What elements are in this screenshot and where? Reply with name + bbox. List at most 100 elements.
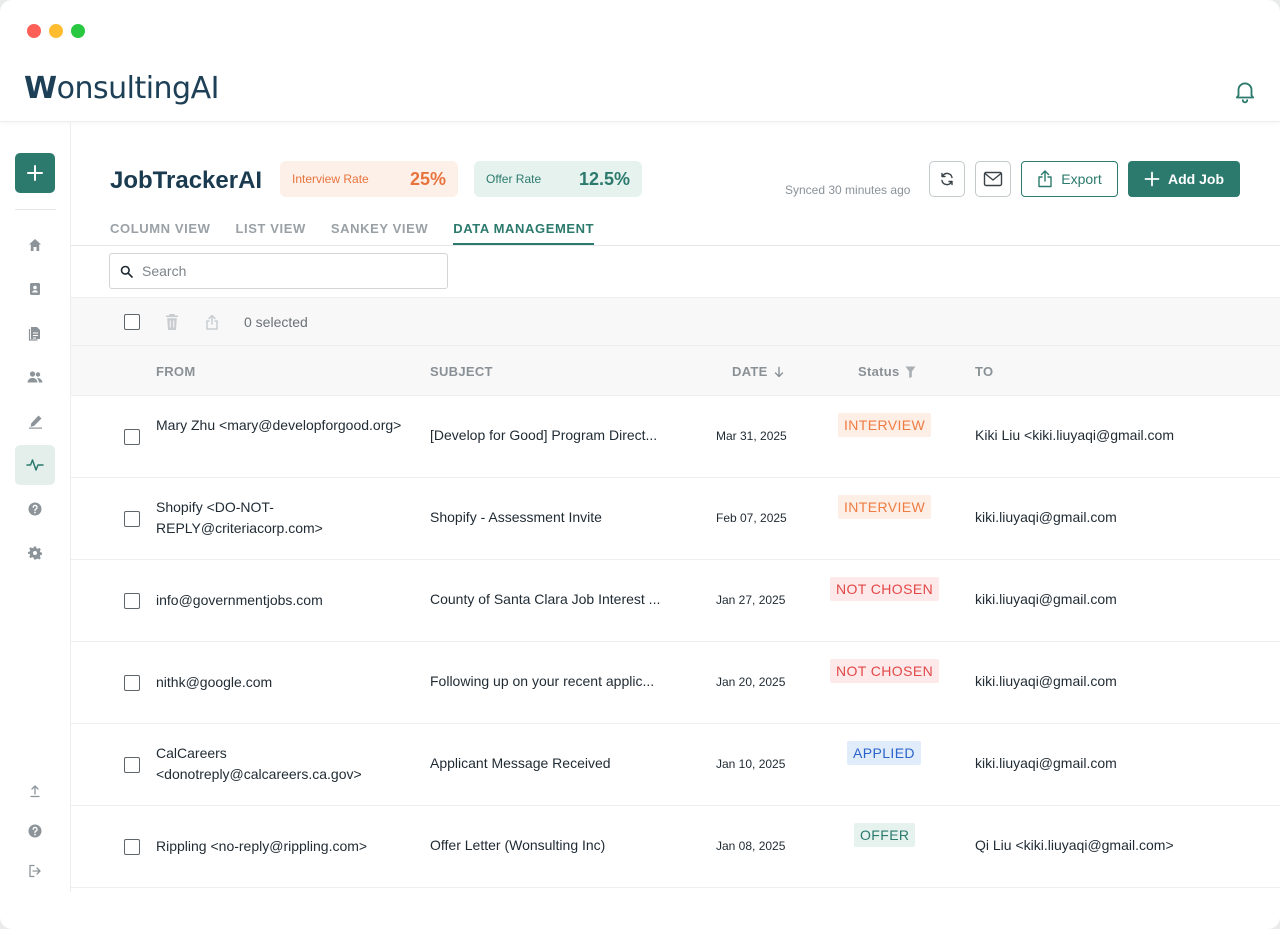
- search-box[interactable]: [109, 253, 448, 289]
- sidebar-item-upload[interactable]: [15, 771, 55, 811]
- bulk-actions-toolbar: 0 selected: [71, 297, 1280, 346]
- select-all-checkbox[interactable]: [124, 314, 140, 330]
- row-date: Feb 07, 2025: [716, 511, 787, 525]
- export-icon: [1038, 170, 1052, 188]
- offer-rate-value: 12.5%: [578, 168, 630, 189]
- sidebar-item-job-tracker[interactable]: [15, 445, 55, 485]
- minimize-window-button[interactable]: [49, 24, 63, 38]
- filter-icon[interactable]: [905, 366, 916, 378]
- sidebar-item-help[interactable]: [15, 489, 55, 529]
- activity-icon: [26, 459, 44, 471]
- row-subject: [Develop for Good] Program Direct...: [430, 427, 658, 443]
- row-subject: Offer Letter (Wonsulting Inc): [430, 837, 606, 853]
- pen-icon: [28, 415, 42, 429]
- plus-icon: [1144, 171, 1160, 187]
- sidebar: [0, 122, 71, 892]
- table-row[interactable]: nithk@google.com Following up on your re…: [71, 642, 1280, 724]
- sidebar-item-people[interactable]: [15, 357, 55, 397]
- help-icon: [28, 502, 42, 516]
- row-from: Rippling <no-reply@rippling.com>: [156, 838, 368, 854]
- status-badge: OFFER: [854, 823, 916, 847]
- logout-icon: [29, 864, 41, 878]
- row-to: kiki.liuyaqi@gmail.com: [975, 591, 1117, 607]
- maximize-window-button[interactable]: [71, 24, 85, 38]
- sidebar-item-support[interactable]: [15, 811, 55, 851]
- row-checkbox[interactable]: [124, 675, 140, 691]
- row-checkbox[interactable]: [124, 839, 140, 855]
- row-from: Shopify <DO-NOT-REPLY@criteriacorp.com>: [156, 499, 323, 536]
- delete-icon[interactable]: [164, 313, 180, 331]
- row-to: kiki.liuyaqi@gmail.com: [975, 755, 1117, 771]
- tabs-divider: [71, 245, 1280, 246]
- row-from: Mary Zhu <mary@developforgood.org>: [156, 417, 402, 433]
- sidebar-item-editor[interactable]: [15, 401, 55, 441]
- archive-export-icon[interactable]: [204, 313, 220, 331]
- email-button[interactable]: [975, 161, 1011, 197]
- tab-column-view[interactable]: COLUMN VIEW: [110, 221, 211, 236]
- new-item-button[interactable]: [15, 153, 55, 193]
- export-button[interactable]: Export: [1021, 161, 1118, 197]
- column-header-date[interactable]: DATE: [732, 364, 785, 379]
- status-badge: INTERVIEW: [838, 495, 932, 519]
- window-titlebar: [0, 0, 1280, 60]
- offer-rate-badge: Offer Rate 12.5%: [474, 161, 642, 197]
- help-icon: [28, 824, 42, 838]
- row-date: Mar 31, 2025: [716, 429, 787, 443]
- row-date: Jan 20, 2025: [716, 675, 786, 689]
- tab-data-management[interactable]: DATA MANAGEMENT: [453, 221, 595, 245]
- row-to: kiki.liuyaqi@gmail.com: [975, 673, 1117, 689]
- row-date: Jan 27, 2025: [716, 593, 786, 607]
- sidebar-item-settings[interactable]: [15, 533, 55, 573]
- interview-rate-badge: Interview Rate 25%: [280, 161, 458, 197]
- row-subject: County of Santa Clara Job Interest ...: [430, 591, 661, 607]
- main-content: JobTrackerAI Interview Rate 25% Offer Ra…: [71, 122, 1280, 892]
- table-header: FROM SUBJECT DATE Status TO: [71, 346, 1280, 396]
- table-row[interactable]: CalCareers <donotreply@calcareers.ca.gov…: [71, 724, 1280, 806]
- settings-icon: [28, 546, 42, 560]
- interview-rate-label: Interview Rate: [292, 172, 369, 186]
- row-from: info@governmentjobs.com: [156, 592, 323, 608]
- column-header-to[interactable]: TO: [975, 364, 994, 379]
- column-header-status[interactable]: Status: [858, 364, 916, 379]
- sidebar-item-logout[interactable]: [15, 851, 55, 891]
- sidebar-item-home[interactable]: [15, 225, 55, 265]
- add-job-button[interactable]: Add Job: [1128, 161, 1240, 197]
- bell-icon[interactable]: [1232, 78, 1258, 104]
- sidebar-item-contacts[interactable]: [15, 269, 55, 309]
- wonsulting-logo[interactable]: WonsultingAI: [24, 71, 219, 106]
- people-icon: [27, 371, 43, 383]
- table-row[interactable]: Shopify <DO-NOT-REPLY@criteriacorp.com> …: [71, 478, 1280, 560]
- row-checkbox[interactable]: [124, 593, 140, 609]
- close-window-button[interactable]: [27, 24, 41, 38]
- sidebar-item-documents[interactable]: [15, 313, 55, 353]
- tab-sankey-view[interactable]: SANKEY VIEW: [330, 221, 429, 236]
- row-date: Jan 10, 2025: [716, 757, 786, 771]
- row-checkbox[interactable]: [124, 511, 140, 527]
- search-input[interactable]: [142, 263, 422, 279]
- tab-list-view[interactable]: LIST VIEW: [235, 221, 306, 236]
- column-header-subject[interactable]: SUBJECT: [430, 364, 493, 379]
- table-row[interactable]: Rippling <no-reply@rippling.com> Offer L…: [71, 806, 1280, 888]
- column-header-from[interactable]: FROM: [156, 364, 196, 379]
- sync-button[interactable]: [929, 161, 965, 197]
- upload-icon: [30, 785, 40, 798]
- top-bar: WonsultingAI: [0, 60, 1280, 122]
- selected-count: 0 selected: [244, 314, 308, 330]
- table-row[interactable]: info@governmentjobs.com County of Santa …: [71, 560, 1280, 642]
- row-to: kiki.liuyaqi@gmail.com: [975, 509, 1117, 525]
- row-checkbox[interactable]: [124, 757, 140, 773]
- table-row[interactable]: Mary Zhu <mary@developforgood.org> [Deve…: [71, 396, 1280, 478]
- status-badge: APPLIED: [847, 741, 921, 765]
- status-badge: NOT CHOSEN: [830, 577, 940, 601]
- export-label: Export: [1061, 171, 1102, 187]
- row-checkbox[interactable]: [124, 429, 140, 445]
- add-job-label: Add Job: [1168, 171, 1224, 187]
- sync-icon: [941, 172, 953, 186]
- row-to: Kiki Liu <kiki.liuyaqi@gmail.com: [975, 427, 1175, 443]
- arrow-down-icon: [774, 366, 783, 377]
- search-icon: [120, 265, 133, 278]
- row-date: Jan 08, 2025: [716, 839, 786, 853]
- documents-icon: [28, 326, 40, 341]
- row-from: nithk@google.com: [156, 674, 273, 690]
